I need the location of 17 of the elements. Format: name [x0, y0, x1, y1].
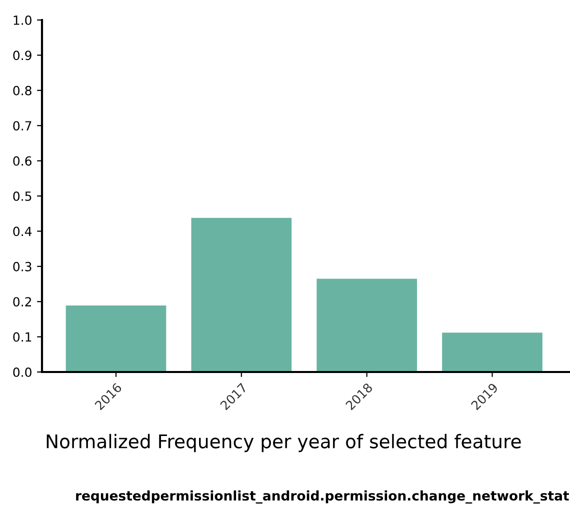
bar	[66, 305, 166, 372]
y-tick-label: 0.5	[13, 191, 32, 201]
x-axis-title: Normalized Frequency per year of selected feature	[46, 434, 521, 452]
bar	[191, 218, 292, 372]
y-tick-label: 1.0	[14, 15, 32, 25]
y-tick-label: 0.8	[13, 86, 32, 96]
y-tick-label: 0.4	[13, 226, 32, 236]
text: requestedpermissionlist_android.permission.change_network_stat	[76, 490, 569, 504]
y-tick-label: 0.1	[13, 332, 32, 342]
y-tick-label: 0.7	[13, 121, 32, 131]
y-tick-label: 0.9	[13, 50, 32, 60]
y-tick-label: 0.0	[13, 367, 32, 377]
y-tick-label: 0.6	[13, 156, 32, 166]
y-tick-label: 0.3	[13, 262, 32, 272]
bar	[442, 332, 542, 372]
y-tick-label: 0.2	[13, 297, 32, 307]
bar	[316, 278, 417, 372]
